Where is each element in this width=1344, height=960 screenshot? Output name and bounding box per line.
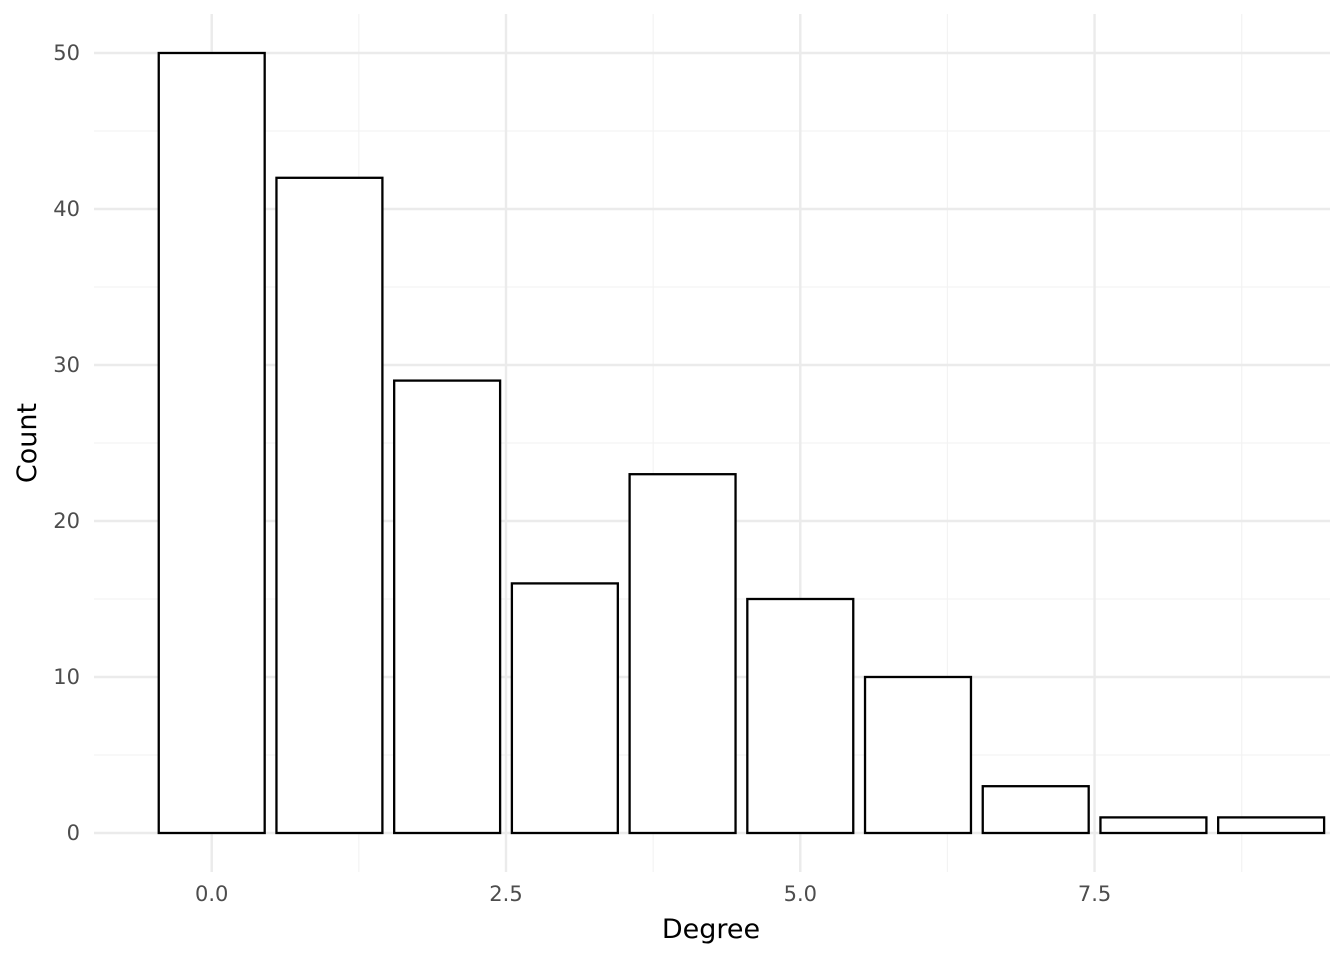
y-axis-title: Count (12, 403, 43, 483)
x-axis-title: Degree (662, 914, 760, 945)
x-tick-label: 2.5 (489, 882, 522, 906)
bar-degree-1 (275, 176, 384, 835)
y-tick-label: 20 (53, 509, 80, 533)
y-axis-tick-labels: 0 10 20 30 40 50 (53, 41, 80, 845)
y-tick-label: 10 (53, 665, 80, 689)
x-tick-label: 7.5 (1078, 882, 1111, 906)
y-tick-label: 40 (53, 197, 80, 221)
bar-degree-3 (510, 582, 619, 835)
bar-degree-4 (628, 473, 737, 835)
y-tick-label: 30 (53, 353, 80, 377)
bar-degree-6 (863, 675, 973, 835)
x-axis-tick-labels: 0.0 2.5 5.0 7.5 (195, 882, 1111, 906)
bar-degree-2 (393, 379, 502, 835)
x-tick-label: 0.0 (195, 882, 228, 906)
y-tick-label: 50 (53, 41, 80, 65)
bars (157, 51, 1326, 835)
x-tick-label: 5.0 (784, 882, 817, 906)
bar-degree-8 (1099, 816, 1208, 835)
bar-degree-9 (1217, 816, 1326, 835)
bar-degree-7 (981, 785, 1090, 835)
y-tick-label: 0 (67, 821, 80, 845)
bar-degree-0 (157, 51, 266, 835)
bar-degree-5 (746, 597, 855, 835)
